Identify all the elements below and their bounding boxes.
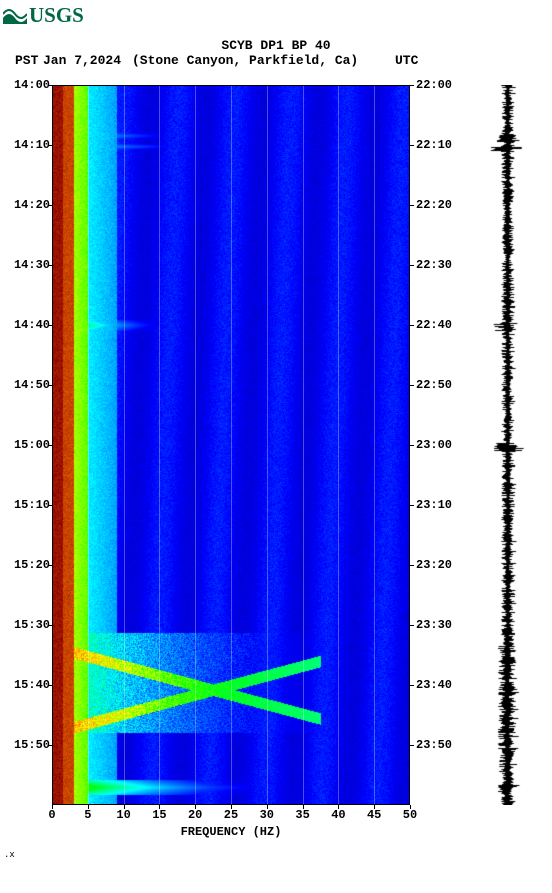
gridline bbox=[159, 85, 160, 805]
utc-tick: 23:30 bbox=[416, 618, 452, 632]
utc-tick: 23:40 bbox=[416, 678, 452, 692]
x-tick: 0 bbox=[48, 808, 55, 822]
utc-tick: 22:50 bbox=[416, 378, 452, 392]
utc-tick: 22:40 bbox=[416, 318, 452, 332]
gridline bbox=[231, 85, 232, 805]
pst-tick: 15:40 bbox=[10, 678, 50, 692]
wave-icon bbox=[3, 8, 27, 24]
utc-tick: 23:50 bbox=[416, 738, 452, 752]
waveform-trace bbox=[485, 85, 533, 805]
x-tick: 35 bbox=[295, 808, 309, 822]
utc-tick: 22:30 bbox=[416, 258, 452, 272]
station-label: (Stone Canyon, Parkfield, Ca) bbox=[132, 53, 358, 68]
x-tick: 15 bbox=[152, 808, 166, 822]
footnote: .x bbox=[4, 850, 15, 860]
date-label: Jan 7,2024 bbox=[43, 53, 121, 68]
gridline bbox=[303, 85, 304, 805]
pst-label: PST bbox=[15, 53, 38, 68]
x-tick: 20 bbox=[188, 808, 202, 822]
utc-tick: 23:10 bbox=[416, 498, 452, 512]
pst-tick: 14:00 bbox=[10, 78, 50, 92]
x-tick: 25 bbox=[224, 808, 238, 822]
gridline bbox=[338, 85, 339, 805]
pst-tick: 15:50 bbox=[10, 738, 50, 752]
x-axis-label: FREQUENCY (HZ) bbox=[52, 825, 410, 839]
pst-tick: 15:30 bbox=[10, 618, 50, 632]
spectrogram-plot bbox=[52, 85, 410, 805]
gridline bbox=[267, 85, 268, 805]
pst-tick: 14:50 bbox=[10, 378, 50, 392]
utc-label: UTC bbox=[395, 53, 418, 68]
pst-tick: 15:00 bbox=[10, 438, 50, 452]
x-tick: 50 bbox=[403, 808, 417, 822]
chart-title: SCYB DP1 BP 40 bbox=[0, 38, 552, 53]
x-tick: 10 bbox=[116, 808, 130, 822]
pst-tick: 14:20 bbox=[10, 198, 50, 212]
pst-tick: 14:40 bbox=[10, 318, 50, 332]
x-tick: 45 bbox=[367, 808, 381, 822]
utc-tick: 22:10 bbox=[416, 138, 452, 152]
utc-tick: 23:20 bbox=[416, 558, 452, 572]
gridline bbox=[195, 85, 196, 805]
pst-tick: 14:10 bbox=[10, 138, 50, 152]
utc-tick: 23:00 bbox=[416, 438, 452, 452]
gridline bbox=[88, 85, 89, 805]
x-tick: 30 bbox=[260, 808, 274, 822]
utc-tick: 22:20 bbox=[416, 198, 452, 212]
x-tick: 5 bbox=[84, 808, 91, 822]
utc-tick: 22:00 bbox=[416, 78, 452, 92]
x-tick: 40 bbox=[331, 808, 345, 822]
gridline bbox=[124, 85, 125, 805]
pst-tick: 15:10 bbox=[10, 498, 50, 512]
pst-tick: 15:20 bbox=[10, 558, 50, 572]
pst-tick: 14:30 bbox=[10, 258, 50, 272]
logo-text: USGS bbox=[29, 3, 84, 28]
usgs-logo: USGS bbox=[3, 3, 84, 28]
gridline bbox=[374, 85, 375, 805]
